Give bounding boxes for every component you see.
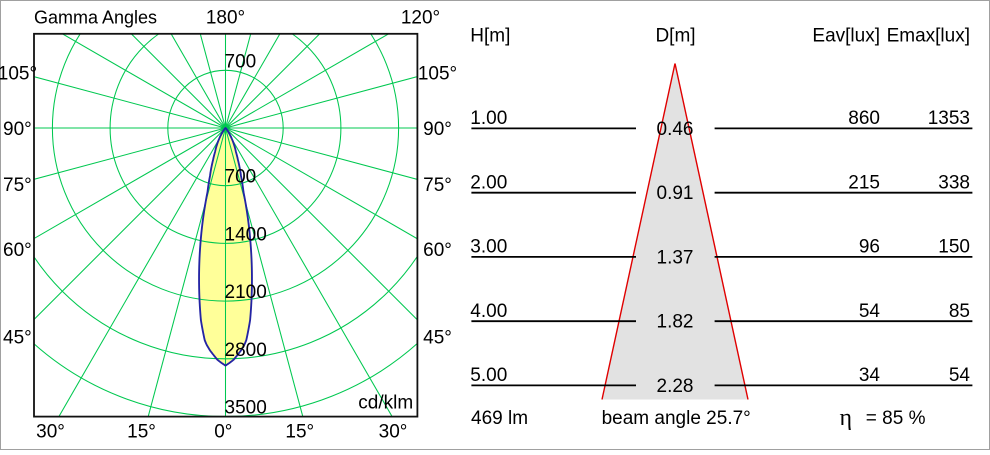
svg-text:1.82: 1.82: [657, 312, 694, 333]
svg-text:H[m]: H[m]: [470, 26, 510, 47]
svg-text:96: 96: [859, 237, 880, 258]
svg-text:90°: 90°: [3, 119, 32, 140]
svg-text:45°: 45°: [3, 327, 32, 348]
svg-text:15°: 15°: [127, 422, 156, 443]
svg-text:75°: 75°: [3, 175, 32, 196]
svg-text:1.00: 1.00: [470, 108, 507, 129]
svg-text:215: 215: [848, 172, 880, 193]
svg-text:30°: 30°: [36, 422, 65, 443]
svg-text:15°: 15°: [285, 422, 314, 443]
svg-text:34: 34: [859, 365, 881, 386]
svg-text:1.37: 1.37: [657, 247, 694, 268]
svg-text:0°: 0°: [214, 422, 232, 443]
svg-text:Gamma Angles: Gamma Angles: [34, 7, 157, 27]
svg-text:180°: 180°: [206, 7, 245, 28]
svg-text:0.91: 0.91: [657, 183, 694, 204]
svg-text:54: 54: [949, 365, 971, 386]
svg-text:60°: 60°: [3, 240, 32, 261]
svg-text:Eav[lux]: Eav[lux]: [812, 26, 880, 47]
svg-text:338: 338: [938, 172, 970, 193]
svg-text:4.00: 4.00: [470, 301, 507, 322]
svg-text:150: 150: [938, 237, 970, 258]
svg-text:860: 860: [848, 108, 880, 129]
svg-text:700: 700: [225, 167, 257, 188]
svg-text:5.00: 5.00: [470, 365, 507, 386]
svg-text:0.46: 0.46: [657, 119, 694, 140]
svg-text:= 85 %: = 85 %: [866, 408, 926, 429]
svg-text:3.00: 3.00: [470, 237, 507, 258]
svg-text:beam angle 25.7°: beam angle 25.7°: [602, 408, 751, 429]
svg-text:85: 85: [949, 301, 970, 322]
svg-text:45°: 45°: [423, 327, 452, 348]
svg-text:90°: 90°: [423, 119, 452, 140]
svg-text:54: 54: [859, 301, 881, 322]
svg-text:469 lm: 469 lm: [471, 408, 528, 429]
svg-text:105°: 105°: [0, 63, 37, 84]
svg-text:105°: 105°: [418, 63, 457, 84]
svg-text:30°: 30°: [379, 422, 408, 443]
svg-text:2800: 2800: [225, 340, 267, 361]
svg-text:60°: 60°: [423, 240, 452, 261]
svg-text:D[m]: D[m]: [655, 26, 695, 47]
svg-text:2100: 2100: [225, 282, 267, 303]
svg-text:1400: 1400: [225, 224, 267, 245]
svg-text:3500: 3500: [225, 398, 267, 419]
svg-text:2.28: 2.28: [657, 376, 694, 397]
svg-text:1353: 1353: [928, 108, 970, 129]
svg-text:η: η: [840, 405, 853, 431]
svg-text:cd/klm: cd/klm: [358, 393, 413, 414]
svg-text:2.00: 2.00: [470, 172, 507, 193]
svg-text:700: 700: [225, 51, 257, 72]
svg-text:120°: 120°: [401, 7, 440, 28]
svg-text:75°: 75°: [423, 175, 452, 196]
svg-text:Emax[lux]: Emax[lux]: [887, 26, 970, 47]
